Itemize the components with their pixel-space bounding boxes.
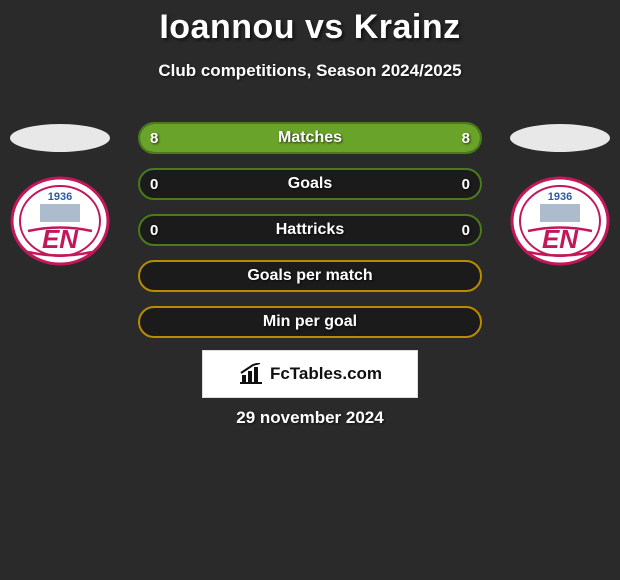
stat-row-goals: 00Goals: [138, 168, 482, 200]
stat-row-hattricks: 00Hattricks: [138, 214, 482, 246]
club-badge-left: 1936 EN: [10, 176, 110, 266]
stats-table: 88Matches 00Goals 00Hattricks Goals per mat…: [138, 122, 482, 352]
stat-label: Goals: [140, 170, 480, 198]
stat-label: Matches: [140, 124, 480, 152]
stat-row-gpm: Goals per match: [138, 260, 482, 292]
brand-chart-icon: [238, 363, 264, 385]
club-badge-right: 1936 EN: [510, 176, 610, 266]
comparison-card: Ioannou vs Krainz Club competitions, Sea…: [0, 0, 620, 580]
page-subtitle: Club competitions, Season 2024/2025: [0, 61, 620, 81]
page-title: Ioannou vs Krainz: [0, 0, 620, 47]
generated-date: 29 november 2024: [0, 408, 620, 428]
player-left-avatar: [10, 124, 110, 152]
brand-badge: FcTables.com: [202, 350, 418, 398]
stat-row-matches: 88Matches: [138, 122, 482, 154]
svg-text:1936: 1936: [548, 191, 572, 203]
svg-text:1936: 1936: [48, 191, 72, 203]
stat-label: Min per goal: [140, 308, 480, 336]
stat-label: Goals per match: [140, 262, 480, 290]
brand-label: FcTables.com: [270, 364, 382, 384]
stat-label: Hattricks: [140, 216, 480, 244]
stat-row-mpg: Min per goal: [138, 306, 482, 338]
player-right-avatar: [510, 124, 610, 152]
